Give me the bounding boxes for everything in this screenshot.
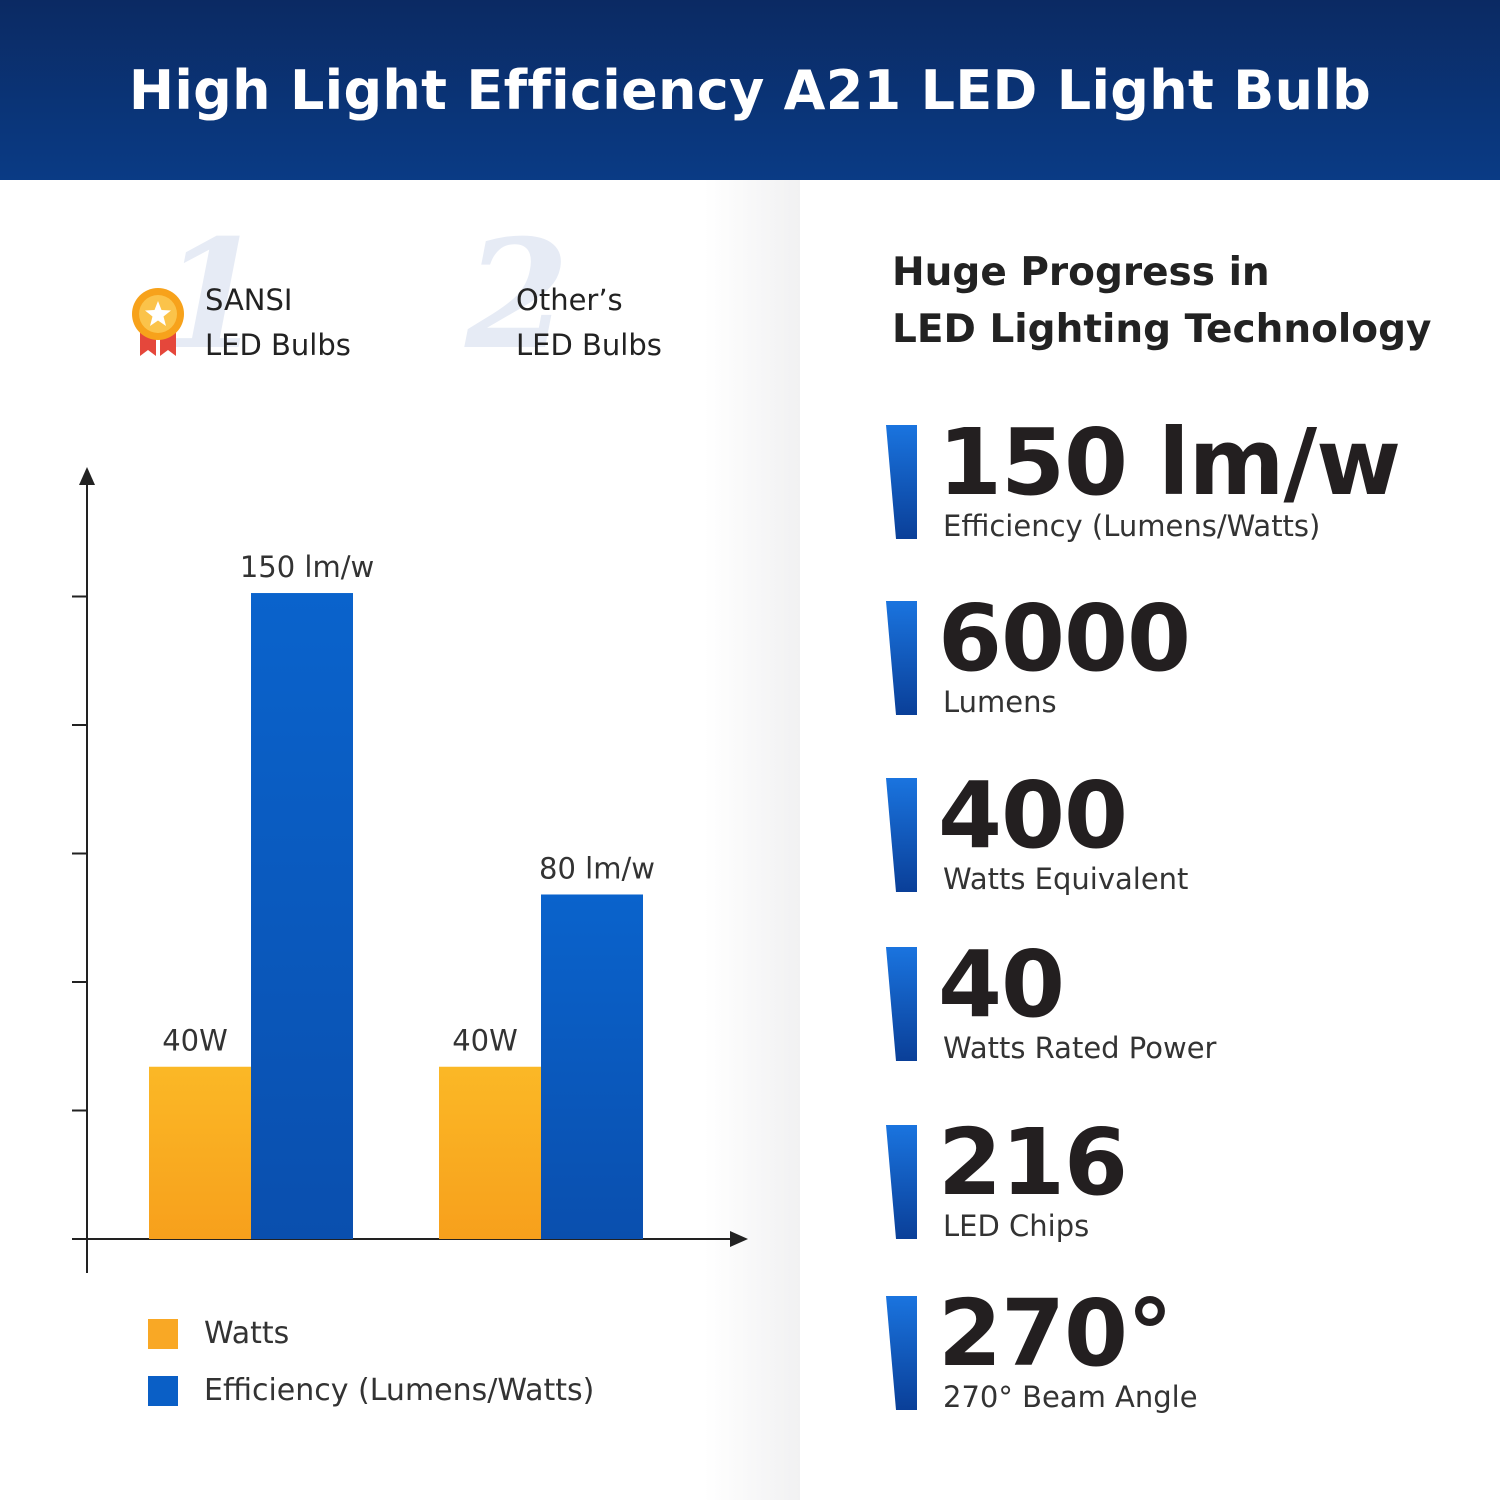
page-title: High Light Efficiency A21 LED Light Bulb bbox=[128, 58, 1372, 122]
y-axis-arrow bbox=[79, 467, 95, 485]
header-banner: High Light Efficiency A21 LED Light Bulb bbox=[0, 0, 1500, 180]
bar-efficiency-2 bbox=[541, 894, 643, 1239]
stat-value: 40 bbox=[938, 931, 1065, 1038]
brand-sansi-name: SANSI bbox=[205, 283, 293, 317]
specs-heading-line1: Huge Progress in bbox=[892, 250, 1270, 295]
legend-item-efficiency: Efficiency (Lumens/Watts) bbox=[148, 1373, 594, 1408]
legend-item-watts: Watts bbox=[148, 1316, 289, 1351]
chart-bars bbox=[149, 593, 643, 1239]
stat-label: Efficiency (Lumens/Watts) bbox=[943, 509, 1321, 543]
specs-heading-line2: LED Lighting Technology bbox=[892, 307, 1432, 352]
legend-label-efficiency: Efficiency (Lumens/Watts) bbox=[204, 1373, 595, 1408]
stat-watts-equivalent: 400 Watts Equivalent bbox=[886, 770, 1486, 898]
brand-sansi: SANSI LED Bulbs bbox=[205, 278, 351, 368]
stat-value: 216 bbox=[938, 1109, 1128, 1216]
bar-watts-2 bbox=[439, 1066, 541, 1239]
stat-label: 270° Beam Angle bbox=[943, 1380, 1198, 1414]
stat-value: 6000 bbox=[938, 585, 1191, 692]
brand-others-sub: LED Bulbs bbox=[516, 328, 662, 362]
stat-value: 400 bbox=[938, 762, 1128, 869]
x-axis-arrow bbox=[730, 1231, 748, 1247]
bar-efficiency-1 bbox=[251, 593, 353, 1239]
rank-number-1: 1 bbox=[160, 207, 265, 383]
specs-heading: Huge Progress in LED Lighting Technology bbox=[892, 244, 1431, 358]
stat-accent-bar bbox=[886, 425, 917, 539]
stat-accent-bar bbox=[886, 1296, 917, 1410]
bar-chart: 40W 150 lm/w 40W 80 lm/w bbox=[72, 467, 748, 1273]
rank-number-2: 2 bbox=[465, 207, 570, 383]
stat-accent-bar bbox=[886, 778, 917, 892]
stat-accent-bar bbox=[886, 947, 917, 1061]
stat-beam-angle: 270° 270° Beam Angle bbox=[886, 1288, 1486, 1416]
brand-others-name: Other’s bbox=[516, 283, 623, 317]
stat-lumens: 6000 Lumens bbox=[886, 593, 1486, 721]
brand-sansi-sub: LED Bulbs bbox=[205, 328, 351, 362]
stat-accent-bar bbox=[886, 601, 917, 715]
legend-swatch-watts bbox=[148, 1318, 178, 1349]
stat-label: LED Chips bbox=[943, 1209, 1090, 1243]
stat-efficiency: 150 lm/w Efficiency (Lumens/Watts) bbox=[886, 417, 1486, 545]
legend-swatch-efficiency bbox=[148, 1375, 178, 1406]
stat-label: Watts Equivalent bbox=[943, 862, 1189, 896]
stat-rated-power: 40 Watts Rated Power bbox=[886, 939, 1486, 1067]
bar-label: 80 lm/w bbox=[539, 851, 655, 885]
stat-label: Lumens bbox=[943, 685, 1057, 719]
bar-watts-1 bbox=[149, 1066, 251, 1239]
legend-label-watts: Watts bbox=[204, 1316, 290, 1351]
stat-value: 270° bbox=[938, 1280, 1173, 1387]
bar-label: 150 lm/w bbox=[240, 550, 374, 584]
stat-value: 150 lm/w bbox=[938, 409, 1401, 516]
comparison-panel bbox=[0, 180, 800, 1500]
bar-label: 40W bbox=[162, 1024, 228, 1058]
stat-led-chips: 216 LED Chips bbox=[886, 1117, 1486, 1245]
chart-data-labels: 40W 150 lm/w 40W 80 lm/w bbox=[162, 550, 655, 1058]
stat-label: Watts Rated Power bbox=[943, 1031, 1217, 1065]
medal-icon bbox=[132, 288, 184, 356]
brand-others: Other’s LED Bulbs bbox=[516, 278, 662, 368]
bar-label: 40W bbox=[452, 1024, 518, 1058]
stat-accent-bar bbox=[886, 1125, 917, 1239]
